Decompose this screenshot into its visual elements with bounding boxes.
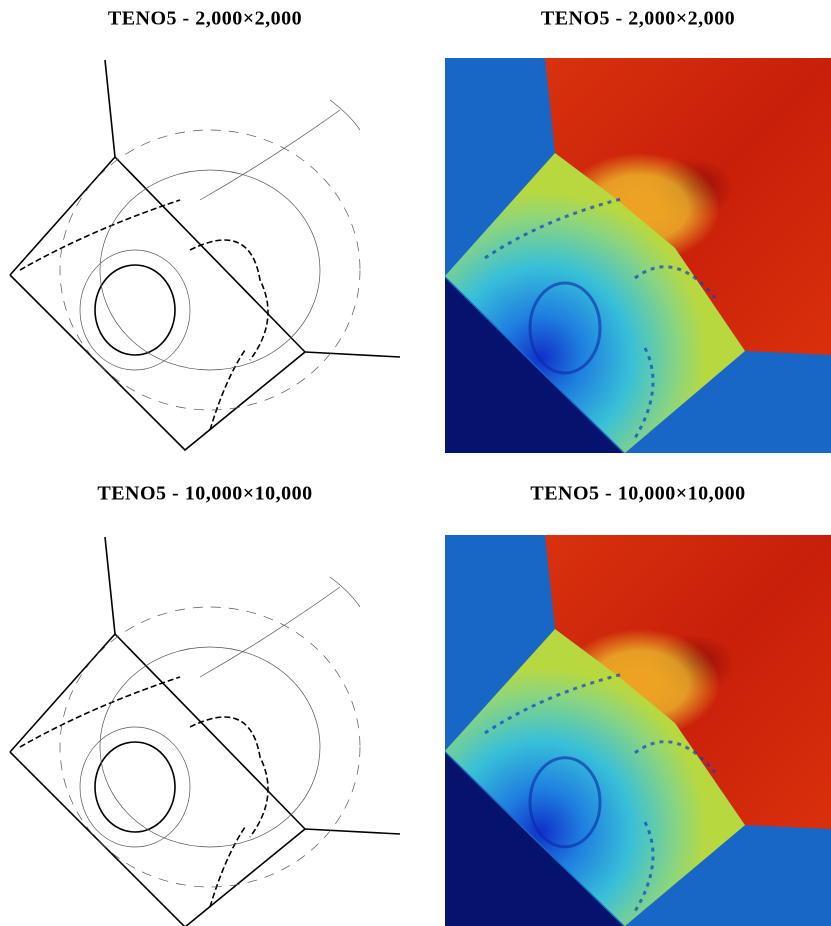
panel-title: TENO5 - 2,000×2,000 (108, 8, 302, 30)
panel-title: TENO5 - 2,000×2,000 (541, 8, 735, 30)
contour-panel (10, 60, 400, 450)
panel-title: TENO5 - 10,000×10,000 (530, 483, 745, 505)
contour-panel (10, 537, 400, 926)
page: TENO5 figure {"panels": [ {"title": "TEN… (0, 0, 831, 926)
figure: TENO5 - 2,000×2,000 TENO5 - 2,000×2,000 … (0, 0, 831, 926)
color-panel (445, 535, 831, 926)
panel-title: TENO5 - 10,000×10,000 (97, 483, 312, 505)
body: TENO5 - 2,000×2,000 TENO5 - 2,000×2,000 … (0, 0, 831, 926)
color-panel (445, 58, 831, 453)
